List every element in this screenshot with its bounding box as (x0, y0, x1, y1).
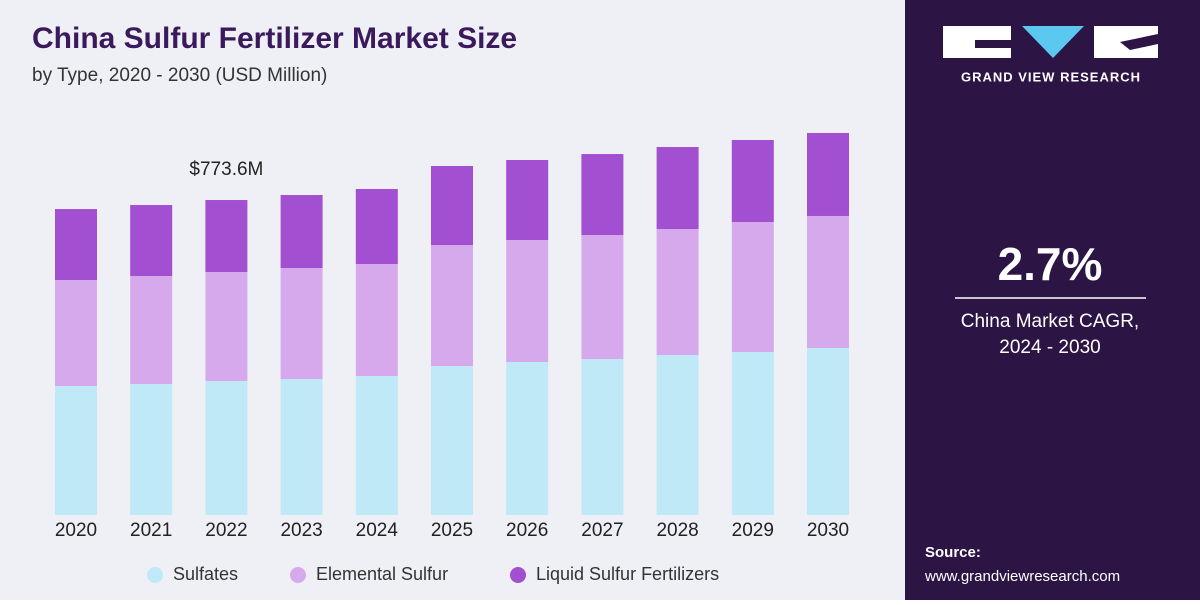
x-tick-label: 2030 (807, 520, 849, 541)
bar-segment (581, 154, 624, 236)
bar-segment (431, 166, 473, 246)
bar-segment (506, 361, 549, 515)
brand: GRAND VIEW RESEARCH (961, 69, 1141, 84)
legend-marker (290, 567, 306, 583)
side-panel (905, 0, 1200, 600)
bar-segment (205, 272, 248, 382)
x-tick-label: 2020 (55, 520, 97, 541)
bar-segment (355, 188, 398, 264)
bar-segment (130, 276, 173, 385)
bar-segment (807, 215, 849, 348)
legend-label: Liquid Sulfur Fertilizers (536, 564, 719, 584)
annotation: $773.6M (189, 159, 263, 180)
bar-segment (130, 384, 173, 515)
bar-segment (731, 140, 774, 223)
legend-label: Sulfates (173, 564, 238, 584)
chart-title: China Sulfur Fertilizer Market Size (32, 22, 517, 55)
x-tick-label: 2023 (280, 520, 322, 541)
x-tick-label: 2028 (656, 520, 698, 541)
bar-segment (280, 195, 323, 269)
legend-marker (510, 567, 526, 583)
bar-segment (355, 263, 398, 376)
bar-segment (280, 268, 323, 380)
bar-segment (506, 159, 549, 241)
legend-marker (147, 567, 163, 583)
bar-segment (355, 375, 398, 515)
bar-segment (656, 147, 699, 230)
x-tick-label: 2027 (581, 520, 623, 541)
bar-segment (656, 355, 699, 515)
source-url: www.grandviewresearch.com (924, 568, 1120, 585)
x-tick-label: 2021 (130, 520, 172, 541)
bar-segment (55, 386, 97, 515)
legend-label: Elemental Sulfur (316, 564, 448, 584)
chart-subtitle: by Type, 2020 - 2030 (USD Million) (32, 65, 327, 86)
cagr-label: China Market CAGR, (961, 311, 1139, 332)
cagr-label: 2024 - 2030 (999, 337, 1100, 358)
x-tick-label: 2025 (431, 520, 473, 541)
bar-segment (506, 240, 549, 362)
bar-segment (431, 366, 473, 515)
bar-segment (205, 200, 248, 273)
bar-segment (280, 379, 323, 515)
cagr-value: 2.7% (998, 238, 1103, 290)
bar-segment (581, 235, 624, 360)
bar-segment (581, 359, 624, 515)
bar-segment (731, 352, 774, 515)
x-tick-label: 2024 (356, 520, 399, 541)
bar-segment (807, 347, 849, 515)
bar-segment (431, 245, 473, 367)
source-title: Source: (925, 544, 981, 561)
x-tick-label: 2026 (506, 520, 548, 541)
logo-v (1022, 26, 1084, 58)
logo-r-cut (1120, 34, 1158, 50)
bar-segment (205, 381, 248, 515)
bar-segment (55, 280, 97, 387)
logo (943, 26, 1158, 58)
bar-segment (55, 209, 97, 281)
bar-segment (731, 222, 774, 353)
bar-segment (807, 133, 849, 216)
bar-segment (130, 205, 173, 277)
x-tick-label: 2022 (205, 520, 247, 541)
bar-segment (656, 229, 699, 356)
logo-g-cut (975, 40, 1011, 48)
x-tick-label: 2029 (732, 520, 774, 541)
